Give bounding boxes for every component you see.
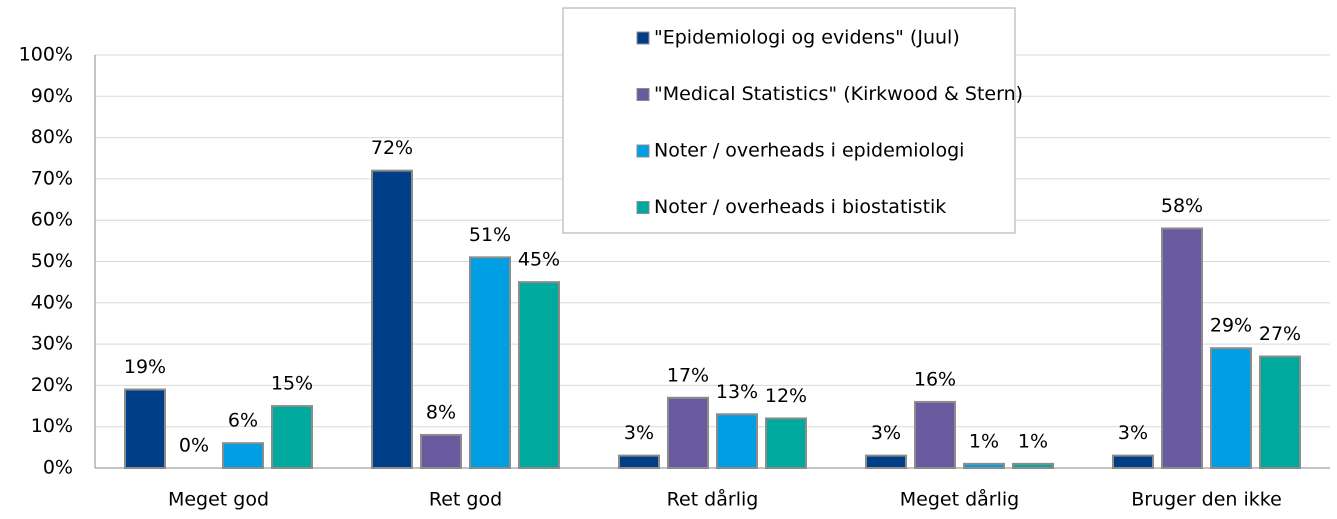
data-label: 17% xyxy=(667,364,709,386)
legend-swatch xyxy=(636,31,650,45)
data-label: 72% xyxy=(371,137,413,159)
bar xyxy=(667,396,709,470)
data-label: 29% xyxy=(1210,315,1252,337)
legend-swatch xyxy=(636,144,650,158)
data-label: 3% xyxy=(624,422,654,444)
y-tick-label: 90% xyxy=(31,85,73,107)
bar xyxy=(271,405,313,469)
x-tick-label: Ret dårlig xyxy=(667,488,759,511)
bar xyxy=(518,281,560,469)
x-tick-label: Bruger den ikke xyxy=(1131,489,1282,511)
data-label: 27% xyxy=(1259,323,1301,345)
legend-label: "Epidemiologi og evidens" (Juul) xyxy=(654,27,960,49)
y-tick-label: 50% xyxy=(31,250,73,272)
data-label: 58% xyxy=(1161,195,1203,217)
legend-label: "Medical Statistics" (Kirkwood & Stern) xyxy=(654,83,1023,105)
bar xyxy=(1012,462,1054,469)
data-label: 3% xyxy=(1118,422,1148,444)
bar xyxy=(865,454,907,469)
data-label: 1% xyxy=(1018,430,1048,452)
bar xyxy=(618,454,660,469)
y-tick-label: 70% xyxy=(31,167,73,189)
bar xyxy=(222,442,264,470)
bar xyxy=(371,169,413,469)
y-tick-label: 10% xyxy=(31,415,73,437)
legend-swatch xyxy=(636,201,650,214)
bar xyxy=(716,413,758,469)
bar xyxy=(420,433,462,469)
data-label: 3% xyxy=(871,422,901,444)
y-tick-label: 20% xyxy=(31,374,73,396)
data-label: 12% xyxy=(765,385,807,407)
bar xyxy=(1161,227,1203,469)
data-label: 45% xyxy=(518,249,560,271)
bar xyxy=(124,388,166,469)
data-label: 19% xyxy=(124,356,166,378)
bar xyxy=(963,462,1005,469)
legend-box xyxy=(562,7,1016,234)
bar xyxy=(1210,347,1252,470)
data-label: 13% xyxy=(716,381,758,403)
data-label: 16% xyxy=(914,368,956,390)
data-label: 0% xyxy=(179,435,209,457)
legend-label: Noter / overheads i epidemiologi xyxy=(654,140,964,162)
y-tick-label: 60% xyxy=(31,209,73,231)
data-label: 15% xyxy=(271,373,313,395)
x-tick-label: Ret god xyxy=(429,489,502,511)
data-label: 51% xyxy=(469,224,511,246)
x-tick-label: Meget dårlig xyxy=(900,488,1019,511)
bar xyxy=(469,256,511,469)
y-tick-label: 30% xyxy=(31,333,73,355)
y-tick-label: 0% xyxy=(43,457,73,479)
data-label: 1% xyxy=(969,430,999,452)
data-label: 6% xyxy=(228,410,258,432)
y-tick-label: 100% xyxy=(19,44,73,66)
bar xyxy=(765,417,807,470)
data-label: 8% xyxy=(426,401,456,423)
y-tick-label: 80% xyxy=(31,126,73,148)
bar xyxy=(914,400,956,470)
bar xyxy=(1259,355,1301,469)
x-tick-label: Meget god xyxy=(168,489,269,511)
y-tick-label: 40% xyxy=(31,291,73,313)
legend-label: Noter / overheads i biostatistik xyxy=(654,196,946,218)
bar xyxy=(1112,454,1154,469)
legend-swatch xyxy=(636,88,650,101)
